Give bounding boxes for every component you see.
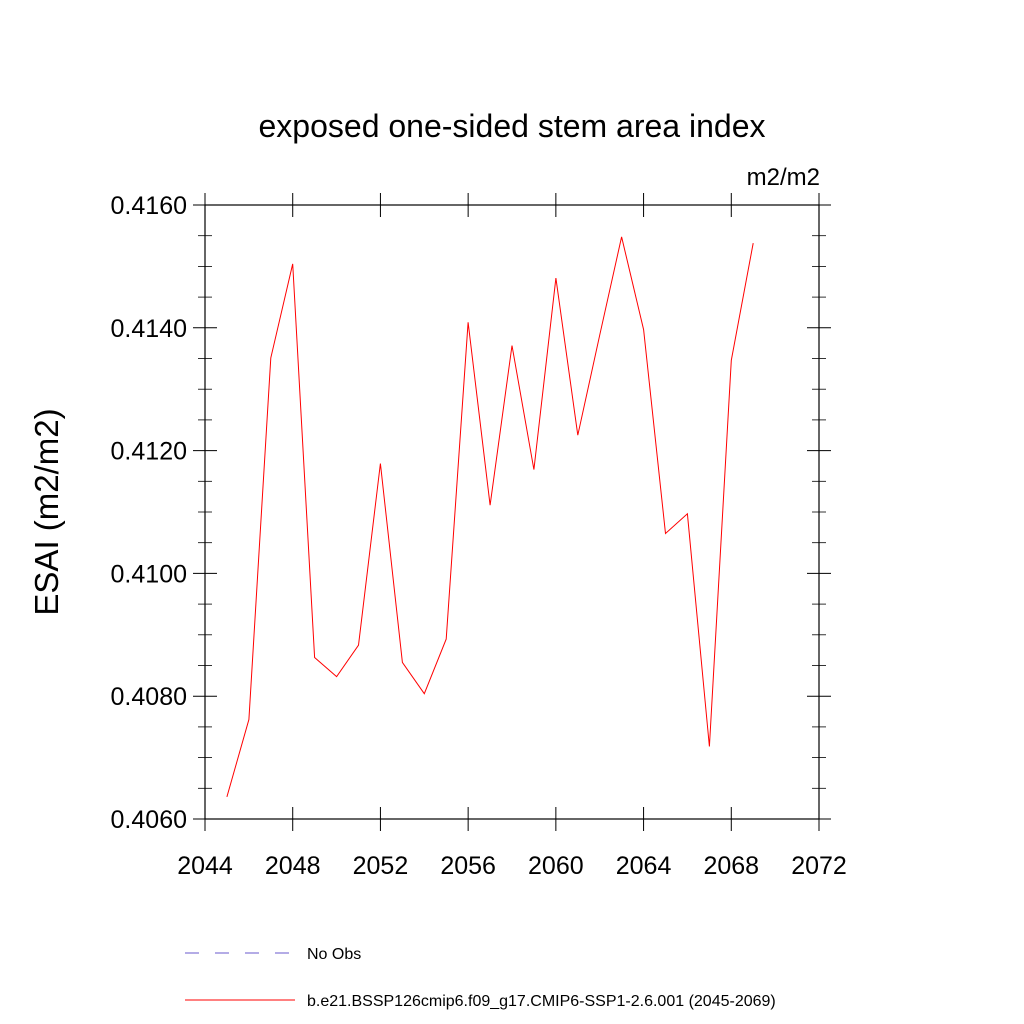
y-tick-label: 0.4060 [111,806,187,834]
x-tick-label: 2064 [616,852,672,880]
y-tick-label: 0.4140 [111,315,187,343]
y-tick-label: 0.4100 [111,560,187,588]
legend-label-no-obs: No Obs [307,946,361,963]
x-tick-label: 2072 [791,852,847,880]
chart-title: exposed one-sided stem area index [259,108,766,144]
x-tick-label: 2060 [528,852,584,880]
y-tick-labels: 0.4060 0.4080 0.4100 0.4120 0.4140 0.4160 [111,192,187,834]
x-tick-label: 2056 [440,852,496,880]
legend: No Obs b.e21.BSSP126cmip6.f09_g17.CMIP6-… [185,946,776,1010]
y-tick-label: 0.4080 [111,683,187,711]
x-tick-label: 2068 [703,852,759,880]
x-tick-label: 2052 [353,852,409,880]
x-tick-label: 2044 [177,852,233,880]
x-tick-labels: 2044 2048 2052 2056 2060 2064 2068 2072 [177,852,847,880]
units-label: m2/m2 [747,164,820,191]
plot-frame [204,204,820,820]
y-tick-label: 0.4160 [111,192,187,220]
axis-ticks [193,193,831,831]
legend-label-series: b.e21.BSSP126cmip6.f09_g17.CMIP6-SSP1-2.… [307,993,776,1010]
x-tick-label: 2048 [265,852,321,880]
series-layer [226,236,754,798]
series-line-0 [226,236,754,798]
y-tick-label: 0.4120 [111,438,187,466]
y-axis-label: ESAI (m2/m2) [28,408,65,615]
